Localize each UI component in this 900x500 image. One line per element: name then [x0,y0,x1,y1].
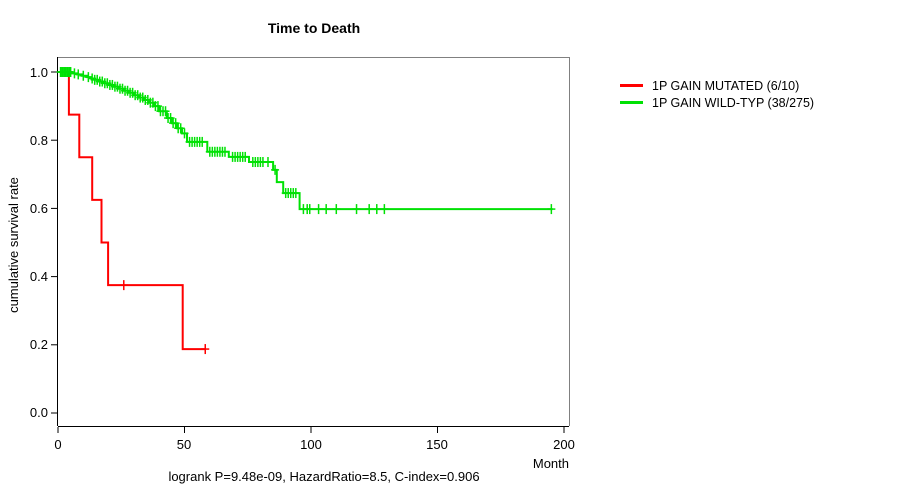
statistics-annotation: logrank P=9.48e-09, HazardRatio=8.5, C-i… [168,469,480,484]
legend-row-mutated: 1P GAIN MUTATED (6/10) [620,77,814,94]
legend: 1P GAIN MUTATED (6/10) 1P GAIN WILD-TYP … [620,77,814,111]
y-axis-label: cumulative survival rate [6,177,21,313]
y-tick-label-0.2: 0.2 [29,337,48,352]
legend-row-wildtype: 1P GAIN WILD-TYP (38/275) [620,94,814,111]
x-tick-label-100: 100 [300,437,322,452]
legend-line-swatch-green [620,101,643,104]
legend-line-swatch-red [620,84,643,87]
x-tick-label-150: 150 [426,437,448,452]
legend-label-mutated: 1P GAIN MUTATED (6/10) [652,78,800,93]
y-tick-label-0.4: 0.4 [29,269,48,284]
x-tick-label-200: 200 [553,437,575,452]
y-tick-label-0.0: 0.0 [29,405,48,420]
x-axis-label: Month [532,456,569,471]
chart-title: Time to Death [267,20,361,36]
y-tick-label-1.0: 1.0 [29,65,48,80]
legend-label-wildtype: 1P GAIN WILD-TYP (38/275) [652,95,815,110]
y-tick-label-0.6: 0.6 [29,201,48,216]
y-tick-label-0.8: 0.8 [29,133,48,148]
x-tick-label-50: 50 [176,437,192,452]
x-tick-label-0: 0 [54,437,62,452]
